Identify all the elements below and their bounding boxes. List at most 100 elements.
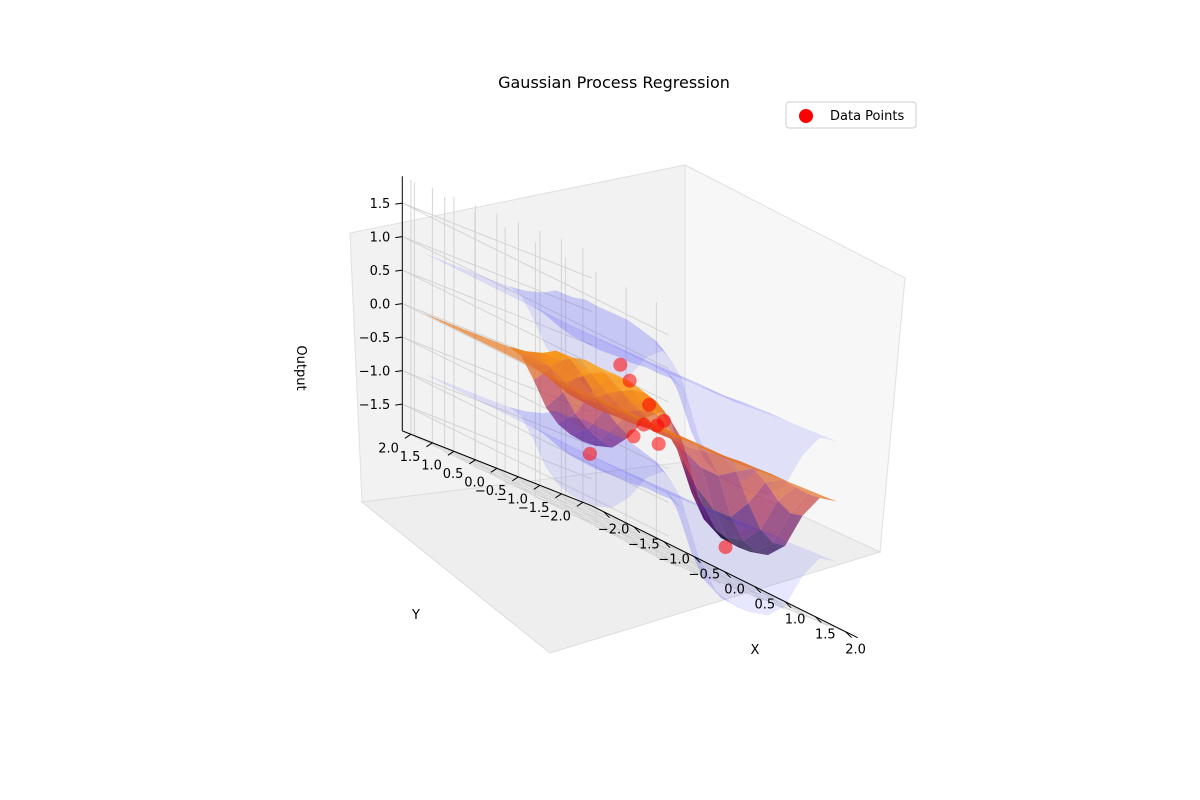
- z-tick: [395, 403, 403, 406]
- confidence-upper-cell: [590, 312, 620, 334]
- confidence-lower-cell: [592, 437, 623, 470]
- confidence-upper-cell: [669, 372, 700, 386]
- confidence-lower-cell: [544, 433, 574, 448]
- confidence-upper-cell: [526, 290, 556, 294]
- x-tick: [663, 541, 671, 549]
- confidence-upper-cell: [620, 348, 650, 362]
- confidence-lower-cell: [696, 546, 726, 597]
- y-tick: [512, 476, 519, 482]
- confidence-upper-cell: [650, 361, 680, 376]
- confidence-lower-cell: [640, 480, 670, 493]
- mean-surface-cell: [664, 432, 695, 444]
- confidence-lower-cell: [519, 414, 549, 426]
- confidence-lower-cell: [625, 471, 655, 485]
- confidence-upper-cell: [758, 408, 788, 422]
- confidence-upper-cell: [612, 351, 643, 366]
- confidence-lower-cell: [533, 428, 564, 468]
- confidence-upper-cell: [546, 315, 576, 337]
- mean-surface-cell: [452, 326, 483, 340]
- confidence-upper-cell: [597, 306, 628, 320]
- mean-surface-cell: [738, 547, 768, 556]
- confidence-upper-cell: [464, 270, 495, 285]
- z-tick: [395, 370, 403, 373]
- confidence-lower-cell: [613, 466, 643, 481]
- confidence-lower-cell: [487, 403, 517, 418]
- confidence-lower-cell: [728, 518, 759, 530]
- confidence-upper-cell: [578, 329, 609, 343]
- confidence-upper-cell: [655, 364, 685, 378]
- y-tick: [469, 459, 476, 465]
- confidence-upper-cell: [652, 365, 682, 378]
- mean-surface-cell: [753, 468, 783, 483]
- confidence-upper-cell: [563, 326, 594, 342]
- confidence-upper-cell: [477, 275, 507, 290]
- confidence-lower-cell: [578, 433, 608, 459]
- confidence-lower-cell: [598, 460, 628, 475]
- grid-line-x: [413, 182, 604, 513]
- mean-surface-cell: [672, 432, 702, 447]
- confidence-lower-cell: [777, 547, 808, 574]
- data-point: [626, 429, 641, 444]
- mean-surface-cell: [691, 442, 722, 456]
- confidence-lower-cell: [550, 417, 581, 453]
- confidence-upper-cell: [506, 289, 537, 304]
- confidence-lower-cell: [531, 413, 561, 426]
- confidence-lower-cell: [556, 438, 586, 454]
- mean-surface-cell: [696, 486, 726, 537]
- z-tick-label: −0.5: [359, 331, 391, 346]
- legend-marker: [799, 109, 813, 123]
- confidence-lower-cell: [701, 527, 731, 577]
- confidence-lower-cell: [709, 509, 739, 523]
- mean-surface-cell: [684, 437, 715, 452]
- confidence-upper-cell: [605, 330, 635, 365]
- confidence-lower-cell: [647, 488, 677, 500]
- mean-surface-cell: [423, 313, 453, 327]
- confidence-lower-cell: [459, 387, 490, 402]
- confidence-lower-cell: [758, 529, 788, 542]
- confidence-upper-cell: [679, 375, 710, 389]
- mean-surface-cell: [551, 376, 581, 394]
- confidence-lower-cell: [501, 406, 532, 417]
- confidence-upper-cell: [736, 408, 766, 443]
- confidence-upper-cell: [617, 356, 648, 368]
- mean-surface-cell: [484, 337, 514, 350]
- grid-line-x: [595, 272, 786, 603]
- confidence-lower-cell: [708, 583, 739, 608]
- mean-surface-cell: [526, 364, 557, 379]
- confidence-lower-cell: [546, 435, 576, 457]
- confidence-lower-cell: [551, 436, 581, 455]
- y-tick-label: 2.0: [378, 441, 399, 456]
- confidence-lower-cell: [452, 386, 483, 401]
- confidence-lower-cell: [807, 553, 837, 562]
- confidence-upper-cell: [674, 380, 704, 459]
- confidence-lower-cell: [474, 399, 505, 413]
- mean-surface-cell: [440, 321, 470, 335]
- confidence-upper-cell: [645, 360, 675, 375]
- mean-surface-cell: [546, 375, 576, 397]
- confidence-lower-cell: [637, 470, 667, 493]
- mean-surface-cell: [482, 339, 512, 354]
- mean-surface-cell: [457, 330, 488, 344]
- confidence-lower-cell: [627, 440, 657, 463]
- confidence-upper-cell: [632, 354, 663, 369]
- mean-surface-cell: [713, 509, 744, 541]
- y-tick: [533, 484, 541, 490]
- confidence-lower-cell: [595, 458, 626, 472]
- confidence-lower-cell: [622, 474, 653, 487]
- mean-surface-cell: [679, 452, 709, 523]
- confidence-lower-cell: [600, 484, 630, 508]
- mean-surface-cell: [477, 336, 507, 350]
- mean-surface-cell: [755, 542, 786, 556]
- confidence-upper-cell: [499, 288, 529, 304]
- legend-box: [785, 101, 917, 129]
- confidence-upper-cell: [533, 308, 564, 347]
- confidence-upper-cell: [548, 300, 579, 323]
- confidence-lower-cell: [679, 495, 710, 510]
- confidence-lower-cell: [676, 499, 707, 513]
- x-tick-label: −0.5: [689, 568, 721, 583]
- y-tick-label: 1.5: [400, 450, 421, 465]
- confidence-upper-cell: [731, 442, 761, 481]
- mean-surface-cell: [499, 348, 529, 364]
- mean-surface-cell: [474, 338, 505, 353]
- confidence-lower-cell: [526, 410, 556, 414]
